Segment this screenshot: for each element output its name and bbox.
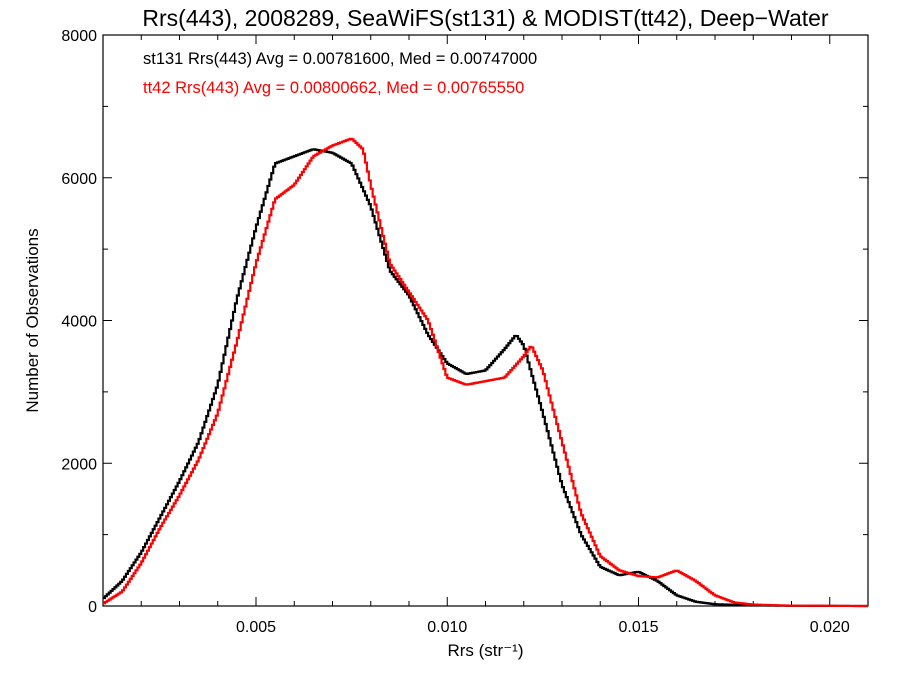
y-tick-label: 0 — [88, 599, 97, 616]
series-line-st131 — [103, 148, 868, 608]
y-tick-label: 6000 — [61, 171, 97, 188]
y-tick-label: 4000 — [61, 314, 97, 331]
x-tick-label: 0.020 — [810, 619, 850, 636]
y-tick-label: 2000 — [61, 456, 97, 473]
y-tick-label: 8000 — [61, 28, 97, 45]
axis-ticks: 0 2000 4000 6000 8000 0.005 0.010 0.015 0.020 — [61, 28, 869, 636]
plot-frame — [102, 34, 869, 607]
x-axis-label: Rrs (str⁻¹) — [447, 641, 523, 660]
series-layer — [103, 137, 868, 608]
series-line-tt42 — [103, 137, 868, 608]
annotation-st131: st131 Rrs(443) Avg = 0.00781600, Med = 0… — [143, 50, 537, 68]
x-tick-label: 0.005 — [236, 619, 276, 636]
x-tick-label: 0.010 — [427, 619, 467, 636]
chart-title: Rrs(443), 2008289, SeaWiFS(st131) & MODI… — [142, 5, 829, 31]
y-axis-label: Number of Observations — [23, 228, 42, 412]
x-tick-label: 0.015 — [618, 619, 658, 636]
annotation-tt42: tt42 Rrs(443) Avg = 0.00800662, Med = 0.… — [143, 79, 524, 97]
